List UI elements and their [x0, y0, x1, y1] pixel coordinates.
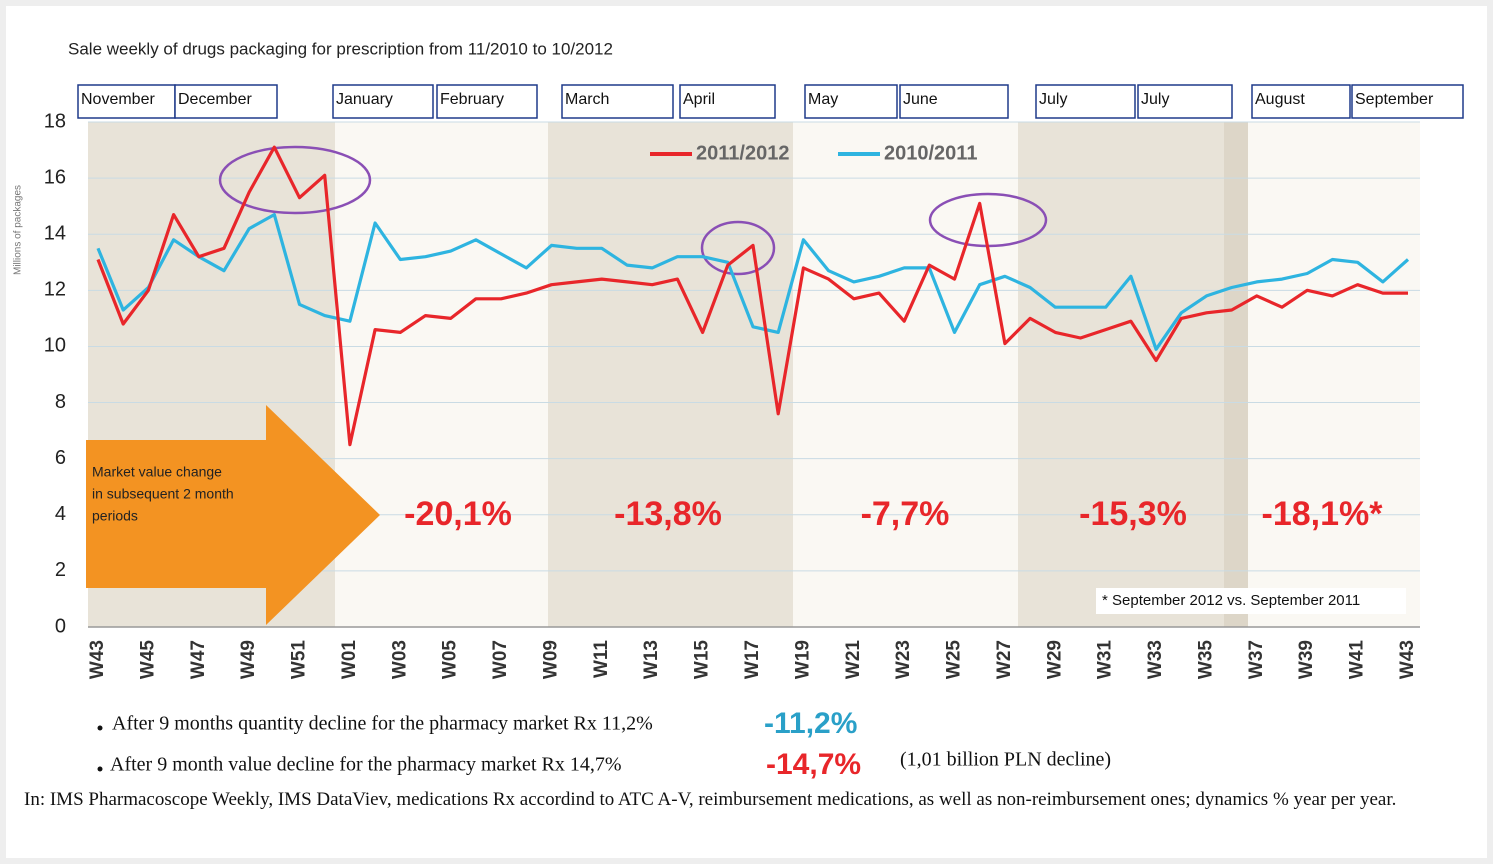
y-tick-label: 6: [55, 447, 66, 469]
x-tick-label: W23: [893, 640, 914, 679]
arrow-text: Market value change: [92, 464, 222, 480]
x-tick-label: W05: [440, 640, 461, 680]
month-box: [174, 84, 278, 119]
month-label: December: [178, 91, 252, 108]
bullet-text: After 9 month value decline for the phar…: [110, 754, 622, 776]
x-tick-label: W03: [389, 640, 410, 679]
x-tick-label: W11: [591, 640, 612, 678]
x-tick-label: W41: [1347, 640, 1368, 680]
y-tick-label: 4: [55, 503, 66, 525]
y-tick-label: 2: [55, 559, 66, 581]
month-box: [1035, 84, 1136, 119]
y-tick-label: 16: [44, 166, 66, 188]
x-tick-label: W43: [1397, 640, 1418, 679]
x-tick-label: W17: [742, 640, 763, 679]
x-tick-label: W39: [1296, 640, 1317, 679]
x-tick-label: W07: [490, 640, 511, 679]
x-tick-label: W25: [944, 640, 965, 680]
x-tick-label: W35: [1195, 640, 1216, 680]
month-label: July: [1039, 91, 1067, 108]
footnote-box: [1096, 588, 1406, 614]
month-box: [436, 84, 538, 119]
period-change: -18,1%*: [1262, 495, 1384, 533]
y-tick-label: 8: [55, 391, 66, 413]
y-tick-label: 10: [44, 335, 66, 357]
month-label: March: [565, 91, 609, 108]
month-box: [1351, 84, 1464, 119]
month-label: April: [683, 91, 715, 108]
month-label: May: [808, 91, 838, 108]
x-tick-label: W45: [137, 640, 158, 680]
month-label: August: [1255, 91, 1305, 108]
x-tick-label: W01: [339, 640, 360, 680]
month-label: November: [81, 91, 155, 108]
period-change: -7,7%: [861, 495, 950, 533]
ellipse: [700, 220, 776, 276]
x-tick-label: W31: [1095, 640, 1116, 680]
month-box: [679, 84, 776, 119]
month-label: September: [1355, 91, 1434, 108]
bullet-note: (1,01 billion PLN decline): [900, 749, 1111, 771]
y-tick-label: 0: [55, 615, 66, 637]
y-tick-label: 12: [44, 279, 66, 301]
x-tick-label: W09: [540, 640, 561, 679]
month-box: [77, 84, 176, 119]
bullet: [97, 725, 103, 731]
x-tick-label: W33: [1145, 640, 1166, 679]
x-tick-label: W51: [289, 640, 310, 680]
month-box: [1137, 84, 1233, 119]
source: In: IMS Pharmacoscope Weekly, IMS DataVi…: [24, 789, 1397, 810]
bullet-highlight: -14,7%: [766, 748, 861, 781]
shade-band: [548, 122, 793, 627]
x-tick-label: W49: [238, 640, 259, 679]
bullet-text: After 9 months quantity decline for the …: [112, 713, 653, 735]
period-change: -13,8%: [614, 495, 722, 533]
y-tick-label: 14: [44, 223, 66, 245]
x-tick-label: W15: [692, 640, 713, 680]
arrow: [86, 405, 380, 625]
month-box: [561, 84, 674, 119]
x-tick-label: W29: [1044, 640, 1065, 679]
month-box: [804, 84, 898, 119]
ellipse: [218, 145, 372, 215]
x-tick-label: W43: [87, 640, 108, 679]
series-line: [96, 145, 1408, 447]
x-tick-label: W13: [641, 640, 662, 679]
legend-label: 2011/2012: [696, 142, 789, 164]
month-label: June: [903, 91, 938, 108]
bullet: [97, 766, 103, 772]
chart-title: Sale weekly of drugs packaging for presc…: [68, 39, 613, 58]
period-change: -15,3%: [1079, 495, 1187, 533]
x-tick-label: W37: [1246, 640, 1267, 679]
bullet-highlight: -11,2%: [764, 707, 857, 740]
x-tick-label: W47: [188, 640, 209, 679]
shade-band: [1224, 122, 1248, 627]
legend-label: 2010/2011: [884, 142, 977, 164]
month-label: January: [336, 91, 393, 108]
month-box: [899, 84, 1009, 119]
period-change: -20,1%: [404, 495, 512, 533]
footnote: * September 2012 vs. September 2011: [1102, 592, 1360, 609]
month-box: [1251, 84, 1351, 119]
month-box: [332, 84, 434, 119]
x-tick-label: W27: [994, 640, 1015, 679]
y-axis-label: Millions of packages: [13, 185, 24, 275]
arrow-text: periods: [92, 508, 138, 524]
y-tick-label: 18: [44, 110, 66, 132]
month-label: July: [1141, 91, 1169, 108]
shade-band: [1018, 122, 1248, 627]
arrow-text: in subsequent 2 month: [92, 486, 234, 502]
series-line: [96, 213, 1410, 351]
x-tick-label: W21: [843, 640, 864, 680]
month-label: February: [440, 91, 504, 108]
x-tick-label: W19: [792, 640, 813, 679]
